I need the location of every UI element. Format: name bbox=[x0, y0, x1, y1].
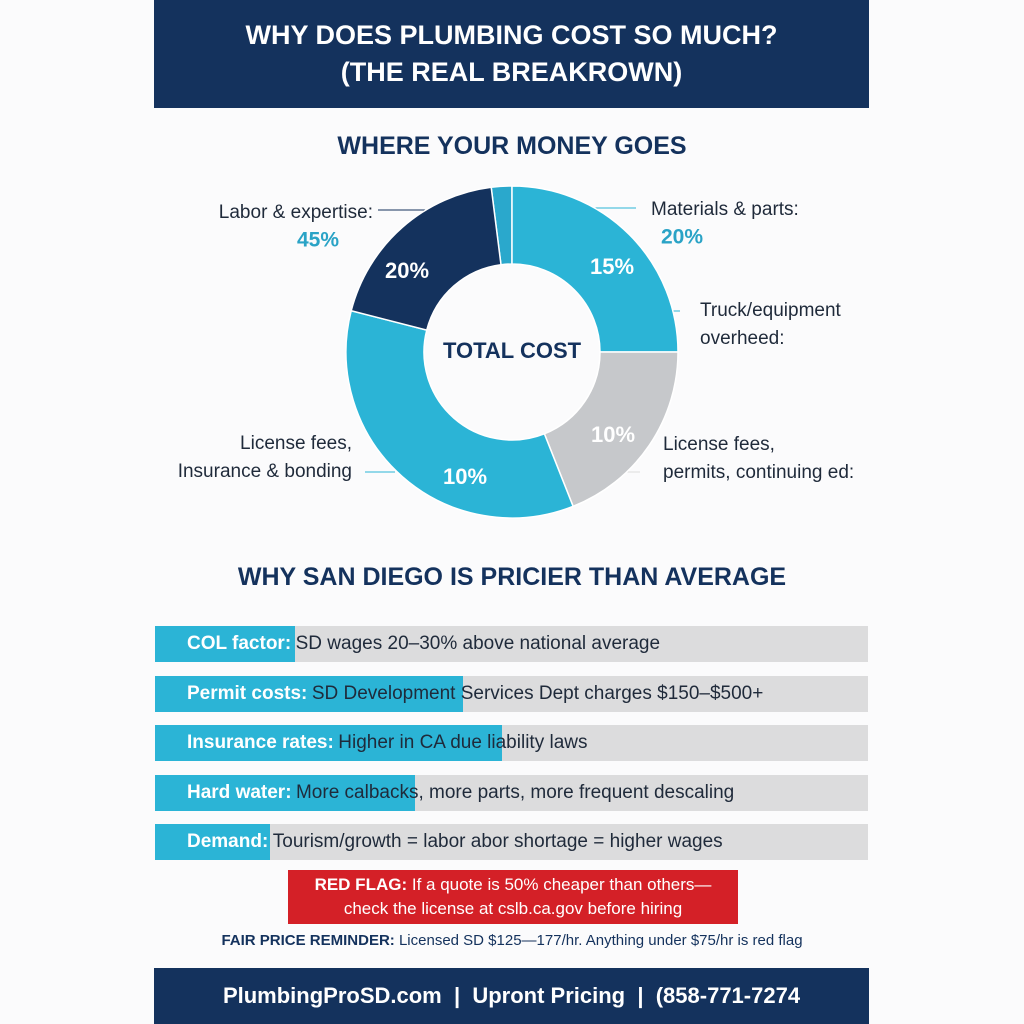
row-text: Higher in CA due liability laws bbox=[338, 732, 588, 753]
slice bbox=[511, 185, 679, 353]
row-fill bbox=[155, 725, 502, 761]
section-title: WHY SAN DIEGO IS PRICIER THAN AVERAGE bbox=[237, 563, 787, 591]
row-label: Insurance rates: bbox=[187, 732, 334, 753]
row-label: Demand: bbox=[187, 831, 269, 852]
row-label: COL factor: bbox=[187, 633, 292, 654]
row-text: SD wages 20–30% above national average bbox=[295, 633, 661, 654]
row-text: Tourism/growth = labor abor shortage = h… bbox=[272, 831, 723, 852]
row-text: SD Development Services Dept charges $15… bbox=[311, 682, 764, 704]
red-flag-label: RED FLAG: bbox=[314, 875, 408, 894]
callout: Insurance & bonding bbox=[178, 461, 352, 482]
row-fill bbox=[155, 626, 295, 662]
row-label: Permit costs: bbox=[187, 682, 308, 704]
callout: Truck/equipment bbox=[700, 300, 842, 321]
slice bbox=[345, 309, 575, 519]
row: COL factor: SD wages 20–30% above nation… bbox=[155, 626, 868, 662]
callout-percent: 45% bbox=[297, 229, 339, 252]
red-flag-text: check the license at cslb.ca.gov before … bbox=[343, 899, 683, 918]
slice-label: 20% bbox=[385, 258, 429, 283]
row: Permit costs: SD Development Services De… bbox=[155, 675, 868, 712]
chart: TOTAL COST 15% 10% 10% 20% Labor & expertise:… bbox=[178, 185, 854, 519]
title-line: (THE REAL BREAKROWN) bbox=[340, 57, 683, 87]
row-fill bbox=[155, 824, 270, 860]
row: Hard water: More calbacks, more parts, m… bbox=[155, 774, 868, 811]
callout: overheed: bbox=[700, 328, 785, 349]
slice-label: 10% bbox=[443, 464, 487, 489]
footer: PlumbingProSD.com | Upront Pricing | (85… bbox=[154, 968, 869, 1024]
reminder: FAIR PRICE REMINDER: Licensed SD $125—17… bbox=[0, 932, 1024, 949]
callout: Labor & expertise: bbox=[219, 202, 373, 223]
slice bbox=[350, 186, 502, 332]
row: Demand: Tourism/growth = labor abor shor… bbox=[155, 824, 868, 860]
red-flag-text: If a quote is 50% cheaper than others— bbox=[411, 875, 712, 894]
reminder-label: FAIR PRICE REMINDER: bbox=[221, 932, 395, 949]
callout: License fees, bbox=[663, 434, 775, 455]
reminder-text: Licensed SD $125—177/hr. Anything under … bbox=[398, 932, 803, 949]
row-label: Hard water: bbox=[187, 781, 292, 803]
row-text: More calbacks, more parts, more frequent… bbox=[295, 781, 735, 803]
row-fill bbox=[155, 774, 415, 811]
callout: permits, continuing ed: bbox=[663, 462, 854, 483]
header: WHY DOES PLUMBING COST SO MUCH? (THE REA… bbox=[154, 0, 869, 108]
callout: License fees, bbox=[240, 433, 352, 454]
title-line: WHY DOES PLUMBING COST SO MUCH? bbox=[245, 20, 778, 50]
row: Insurance rates: Higher in CA due liabil… bbox=[155, 725, 868, 761]
slice-label: 10% bbox=[591, 422, 635, 447]
chart-title: WHERE YOUR MONEY GOES bbox=[337, 132, 687, 160]
slice bbox=[543, 351, 679, 508]
callout: Materials & parts: bbox=[651, 199, 799, 220]
row-fill bbox=[155, 675, 463, 712]
slice-label: 15% bbox=[590, 254, 634, 279]
red-flag: RED FLAG: If a quote is 50% cheaper than… bbox=[288, 870, 738, 924]
callout-percent: 20% bbox=[661, 226, 703, 249]
center-label: TOTAL COST bbox=[443, 338, 582, 363]
